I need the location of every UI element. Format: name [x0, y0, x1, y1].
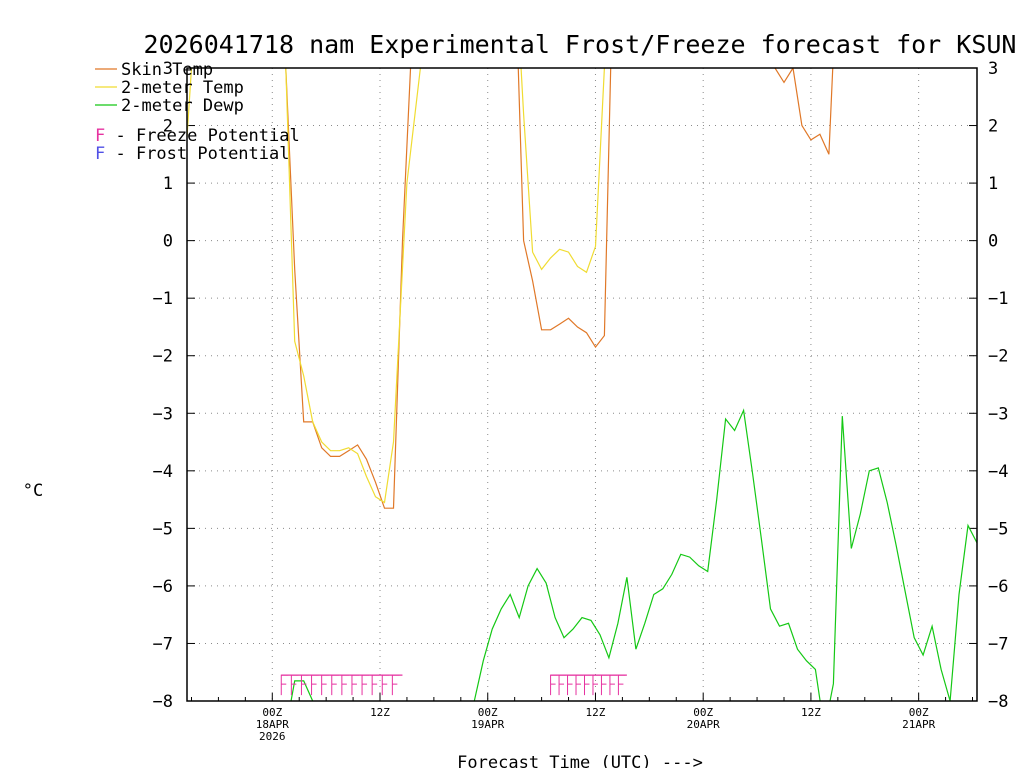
x-tick-label: 19APR — [471, 718, 504, 731]
freeze-mark-f — [575, 674, 584, 696]
x-tick-label: 12Z — [586, 706, 606, 719]
y-tick-label-right: −3 — [988, 404, 1008, 424]
y-tick-label-left: −3 — [153, 404, 173, 424]
y-tick-label-right: −6 — [988, 577, 1008, 597]
freeze-mark-f — [371, 674, 380, 696]
y-tick-label-left: −2 — [153, 347, 173, 367]
x-tick-label: 00Z — [262, 706, 282, 719]
y-tick-label-left: −4 — [153, 462, 173, 482]
x-tick-label: 18APR — [256, 718, 289, 731]
y-tick-label-right: 3 — [988, 59, 998, 79]
freeze-mark-f — [381, 674, 390, 696]
y-tick-label-left: −1 — [153, 289, 173, 309]
freeze-mark-f — [583, 674, 592, 696]
y-axis-ticks: 3 3 2 2 1 1 0 0 −1 −1 −2 −2 −3 −3 −4 −4 −5 −5 −6 −6 −7 −7 −8 −8 — [153, 59, 1009, 712]
y-tick-label-right: −2 — [988, 347, 1008, 367]
series-line-2-meter-dewp — [290, 408, 977, 701]
freeze-mark-f — [341, 674, 349, 696]
y-tick-label-left: 0 — [163, 232, 173, 252]
y-tick-label-left: 1 — [163, 174, 173, 194]
plot-frame — [186, 67, 978, 702]
plot-area — [187, 68, 977, 701]
freeze-mark-f — [280, 674, 289, 696]
y-tick-label-right: 1 — [988, 174, 998, 194]
series-line-2-meter-temp — [187, 68, 606, 504]
y-tick-label-left: −6 — [153, 577, 173, 597]
y-tick-label-left: 2 — [163, 117, 173, 137]
y-tick-label-right: 0 — [988, 232, 998, 252]
legend-label: 2-meter Temp — [121, 78, 244, 98]
x-tick-label: 20APR — [687, 718, 720, 731]
freeze-mark-f — [391, 674, 400, 696]
freeze-mark-f — [567, 674, 575, 696]
y-tick-label-left: −7 — [153, 634, 173, 654]
freeze-mark-f — [321, 674, 329, 696]
y-tick-label-left: 3 — [163, 59, 173, 79]
freeze-mark-f — [558, 674, 567, 696]
legend-label: F - Freeze Potential — [95, 126, 300, 146]
y-tick-label-right: −8 — [988, 692, 1008, 712]
x-tick-label: 00Z — [478, 706, 498, 719]
x-tick-label: 12Z — [801, 706, 821, 719]
freeze-mark-f — [290, 674, 299, 696]
legend-label: Skin Temp — [121, 60, 213, 80]
legend-label: 2-meter Dewp — [121, 96, 244, 116]
x-tick-label: 21APR — [902, 718, 935, 731]
freeze-mark-f — [311, 674, 319, 696]
chart-title: 2026041718 nam Experimental Frost/Freeze… — [144, 30, 1017, 59]
x-tick-label: 12Z — [370, 706, 390, 719]
freeze-mark-f — [300, 674, 309, 696]
series-line-skin-temp — [285, 68, 834, 509]
y-tick-label-left: −8 — [153, 692, 173, 712]
y-tick-label-right: −7 — [988, 634, 1008, 654]
y-tick-label-left: −5 — [153, 519, 173, 539]
freeze-mark-f — [361, 674, 370, 696]
y-tick-label-right: −1 — [988, 289, 1008, 309]
freeze-mark-f — [351, 674, 359, 696]
freeze-mark-f — [617, 674, 626, 696]
y-tick-label-right: −5 — [988, 519, 1008, 539]
legend-label: F - Frost Potential — [95, 144, 289, 164]
freeze-mark-f — [550, 674, 558, 696]
x-axis-label: Forecast Time (UTC) ---> — [457, 753, 703, 768]
y-tick-label-right: 2 — [988, 117, 998, 137]
freeze-mark-f — [331, 674, 339, 696]
x-tick-label: 2026 — [259, 730, 286, 743]
freeze-mark-f — [609, 674, 617, 696]
freeze-mark-f — [592, 674, 600, 696]
y-tick-label-right: −4 — [988, 462, 1008, 482]
x-tick-label: 00Z — [909, 706, 929, 719]
x-tick-label: 00Z — [693, 706, 713, 719]
y-axis-label: °C — [23, 481, 43, 501]
freeze-mark-f — [600, 674, 609, 696]
